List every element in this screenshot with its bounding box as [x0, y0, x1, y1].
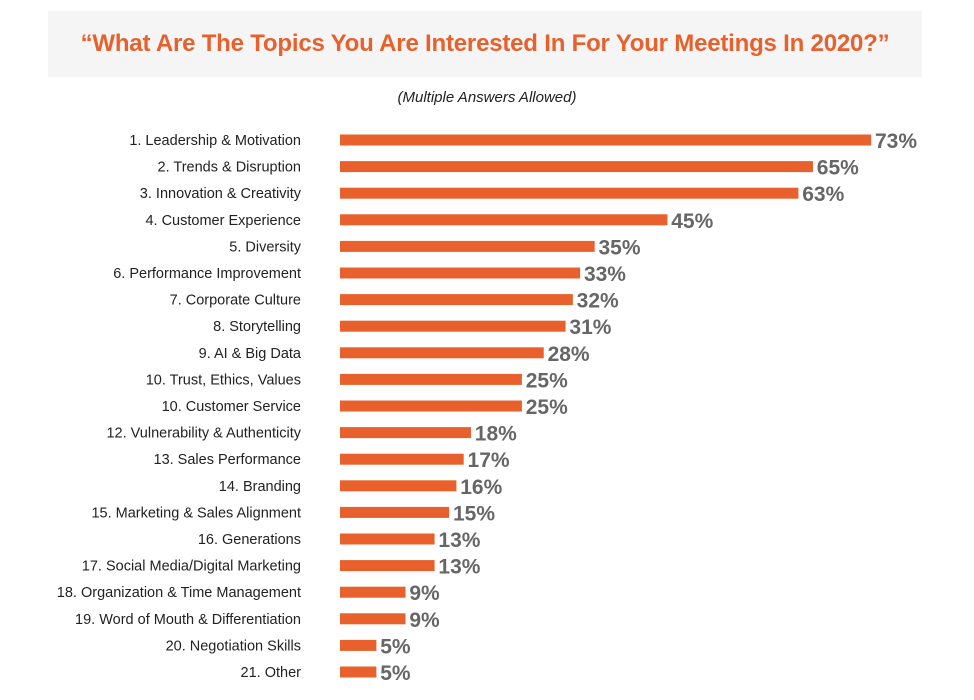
category-label: 2. Trends & Disruption	[158, 160, 301, 176]
value-label: 25%	[526, 396, 568, 419]
category-label: 4. Customer Experience	[145, 213, 301, 229]
value-label: 32%	[577, 290, 619, 313]
value-label: 9%	[409, 609, 440, 632]
bar	[340, 320, 566, 332]
category-label: 7. Corporate Culture	[170, 293, 301, 309]
bar	[340, 453, 464, 465]
bar	[340, 586, 406, 598]
category-label: 17. Social Media/Digital Marketing	[82, 559, 301, 575]
bar	[340, 666, 377, 678]
value-label: 73%	[875, 130, 917, 153]
bar	[340, 214, 668, 226]
category-label: 19. Word of Mouth & Differentiation	[75, 612, 301, 628]
bar	[340, 187, 799, 199]
bar	[340, 373, 522, 385]
value-label: 17%	[468, 449, 510, 472]
category-label: 8. Storytelling	[213, 319, 301, 335]
value-label: 33%	[584, 263, 626, 286]
bar	[340, 533, 435, 545]
value-label: 28%	[548, 343, 590, 366]
bar	[340, 639, 377, 651]
chart-title: “What Are The Topics You Are Interested …	[80, 30, 890, 57]
category-label: 16. Generations	[198, 532, 301, 548]
category-label: 3. Innovation & Creativity	[140, 186, 302, 202]
category-label: 10. Trust, Ethics, Values	[146, 372, 301, 388]
category-label: 5. Diversity	[229, 239, 301, 255]
bar	[340, 427, 471, 439]
chart-subtitle: (Multiple Answers Allowed)	[397, 89, 577, 106]
category-label: 14. Branding	[219, 479, 301, 495]
bar	[340, 560, 435, 572]
value-label: 18%	[475, 423, 517, 446]
bar	[340, 267, 581, 279]
bar	[340, 400, 522, 412]
value-label: 35%	[599, 236, 641, 259]
title-banner: “What Are The Topics You Are Interested …	[48, 11, 922, 77]
value-label: 15%	[453, 502, 495, 525]
value-label: 13%	[438, 529, 480, 552]
category-label: 10. Customer Service	[162, 399, 301, 415]
value-label: 65%	[817, 157, 859, 180]
category-label: 18. Organization & Time Management	[57, 585, 301, 601]
bar	[340, 161, 813, 173]
bar	[340, 347, 544, 359]
category-label: 1. Leadership & Motivation	[129, 133, 301, 149]
category-label: 21. Other	[241, 665, 302, 681]
category-label: 9. AI & Big Data	[199, 346, 302, 362]
value-label: 5%	[380, 635, 411, 658]
value-label: 25%	[526, 369, 568, 392]
category-label: 15. Marketing & Sales Alignment	[91, 505, 301, 521]
bar	[340, 613, 406, 625]
value-label: 5%	[380, 662, 411, 685]
category-label: 12. Vulnerability & Authenticity	[106, 426, 301, 442]
value-label: 9%	[409, 582, 440, 605]
category-label: 20. Negotiation Skills	[166, 638, 301, 654]
category-label: 6. Performance Improvement	[113, 266, 301, 282]
value-label: 63%	[802, 183, 844, 206]
bar	[340, 480, 457, 492]
category-label: 13. Sales Performance	[154, 452, 302, 468]
bar	[340, 294, 573, 306]
bar	[340, 240, 595, 252]
value-label: 13%	[438, 556, 480, 579]
value-label: 31%	[569, 316, 611, 339]
bar	[340, 134, 872, 146]
bar	[340, 506, 450, 518]
value-label: 16%	[460, 476, 502, 499]
value-label: 45%	[671, 210, 713, 233]
